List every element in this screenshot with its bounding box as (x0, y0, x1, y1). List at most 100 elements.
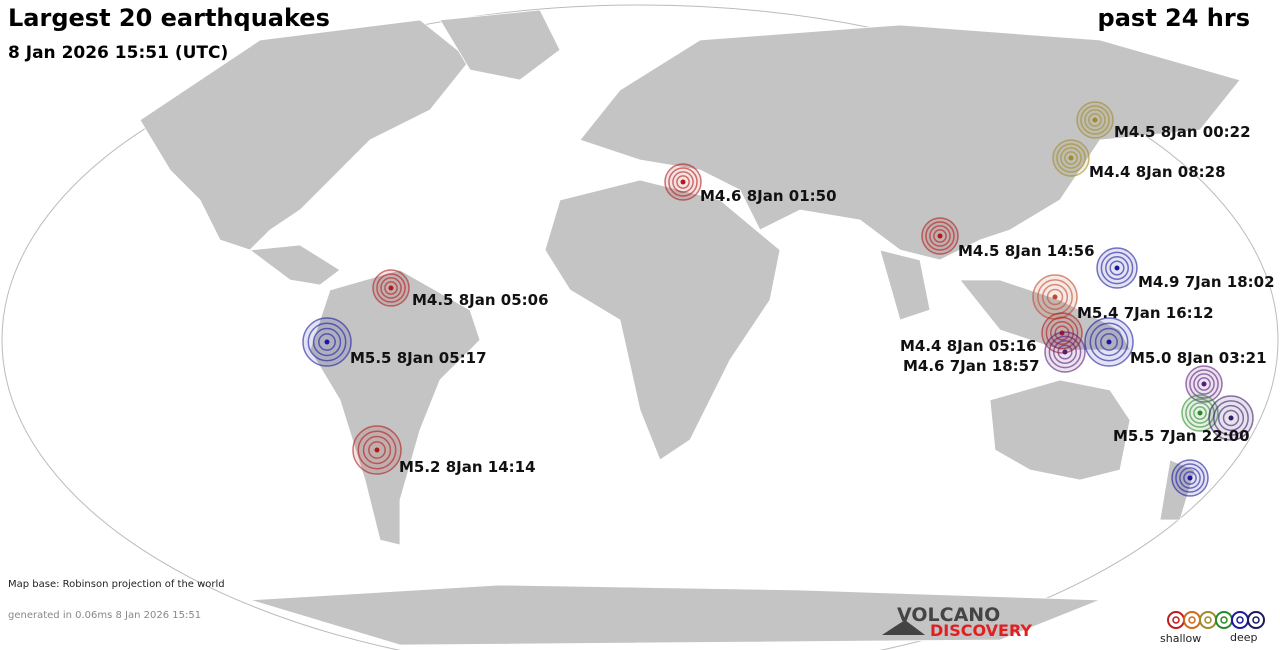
quake-label: M4.9 7Jan 18:02 (1138, 273, 1275, 291)
ring (1183, 471, 1197, 485)
quake-marker (1171, 459, 1209, 497)
ring (676, 175, 690, 189)
ring (1041, 312, 1083, 354)
timestamp: 8 Jan 2026 15:51 (UTC) (8, 43, 228, 63)
quakes: M4.5 8Jan 00:22 M4.4 8Jan 08:28 M4.6 8Jan … (302, 101, 1275, 476)
ring (1089, 322, 1129, 362)
ring (1084, 317, 1134, 367)
legend-ring-inner (1172, 616, 1180, 624)
quake-label: M5.0 8Jan 03:21 (1130, 349, 1267, 367)
legend-ring-inner (1236, 616, 1244, 624)
ring (1057, 344, 1073, 360)
center (1068, 155, 1074, 161)
ring (1060, 147, 1082, 169)
legend-shallow: shallow (1160, 632, 1201, 645)
ring (380, 277, 402, 299)
legend-deep: deep (1230, 631, 1258, 644)
ring (1171, 459, 1209, 497)
ring (307, 322, 347, 362)
quake-label: M5.4 7Jan 16:12 (1077, 304, 1214, 322)
ring (1100, 251, 1134, 285)
ring (362, 435, 392, 465)
ring (1044, 331, 1086, 373)
ring (352, 425, 402, 475)
ring (384, 281, 398, 295)
ring (1046, 288, 1064, 306)
legend (1167, 611, 1265, 629)
quake-marker (302, 317, 352, 367)
quake-label: M5.2 8Jan 14:14 (399, 458, 536, 476)
ring (672, 171, 694, 193)
quake-marker (1076, 101, 1114, 139)
center (1092, 117, 1098, 123)
quake-label: M5.5 8Jan 05:17 (350, 349, 487, 367)
quake-label: M4.4 8Jan 05:16 (900, 337, 1037, 355)
center (937, 233, 943, 239)
legend-ring (1183, 611, 1201, 629)
ring (368, 441, 386, 459)
ring (1048, 335, 1082, 369)
center (1062, 349, 1068, 355)
legend-ring (1167, 611, 1185, 629)
ring (1100, 333, 1118, 351)
center (1201, 381, 1207, 387)
logo-top: VOLCANO (897, 604, 1000, 626)
legend-ring (1215, 611, 1233, 629)
logo-icon (882, 620, 925, 635)
center (1114, 265, 1120, 271)
quake-label: M4.6 8Jan 01:50 (700, 187, 837, 205)
quake-label: M4.6 7Jan 18:57 (903, 357, 1040, 375)
quake-marker (352, 425, 402, 475)
legend-ring-inner (1252, 616, 1260, 624)
center (1052, 294, 1058, 300)
quake-label: M4.4 8Jan 08:28 (1089, 163, 1226, 181)
center (1228, 415, 1234, 421)
ring (1181, 394, 1219, 432)
ring (925, 221, 955, 251)
ring (1175, 463, 1205, 493)
ring (1053, 340, 1077, 364)
ring (1197, 377, 1211, 391)
ring (372, 269, 410, 307)
ring (668, 167, 698, 197)
ring (664, 163, 702, 201)
quake-label: M5.5 7Jan 22:00 (1113, 427, 1250, 445)
ring (1189, 369, 1219, 399)
ring (1179, 467, 1201, 489)
quake-marker (921, 217, 959, 255)
center (1197, 410, 1203, 416)
ring (1076, 101, 1114, 139)
ring (1041, 283, 1069, 311)
quake-marker (664, 163, 702, 201)
center (324, 339, 330, 345)
ring (1045, 316, 1079, 350)
ring (1109, 260, 1125, 276)
ring (1056, 143, 1086, 173)
ring (302, 317, 352, 367)
ring (933, 229, 947, 243)
quake-marker (1208, 395, 1254, 441)
quake-marker (372, 269, 410, 307)
ring (1094, 327, 1124, 357)
center (680, 179, 686, 185)
quake-label: M4.5 8Jan 14:56 (958, 242, 1095, 260)
ring (929, 225, 951, 247)
center (374, 447, 380, 453)
legend-ring-inner (1204, 616, 1212, 624)
ring (357, 430, 397, 470)
quake-marker (1096, 247, 1138, 289)
center (388, 285, 394, 291)
title: Largest 20 earthquakes (8, 4, 330, 32)
ring (1217, 404, 1245, 432)
quake-label: M4.5 8Jan 05:06 (412, 291, 549, 309)
quake-marker (1052, 139, 1090, 177)
ring (376, 273, 406, 303)
ring (1208, 395, 1254, 441)
period: past 24 hrs (1098, 4, 1250, 32)
ring (1096, 247, 1138, 289)
ring (1222, 409, 1240, 427)
map-base: Map base: Robinson projection of the wor… (8, 579, 225, 590)
quake-marker (1185, 365, 1223, 403)
ring (318, 333, 336, 351)
ring (1193, 373, 1215, 395)
